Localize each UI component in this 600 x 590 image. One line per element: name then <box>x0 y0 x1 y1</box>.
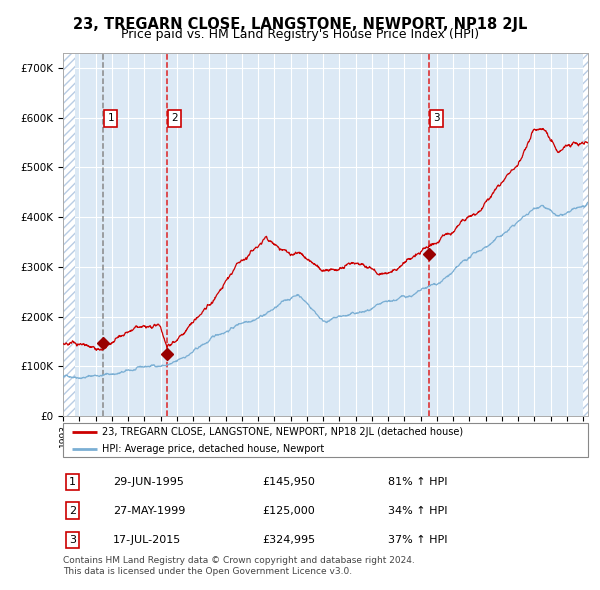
Text: 2: 2 <box>171 113 178 123</box>
Bar <box>583 53 588 416</box>
Text: £145,950: £145,950 <box>263 477 316 487</box>
Text: 1: 1 <box>107 113 114 123</box>
Text: HPI: Average price, detached house, Newport: HPI: Average price, detached house, Newp… <box>103 444 325 454</box>
Bar <box>63 53 75 416</box>
Text: £125,000: £125,000 <box>263 506 315 516</box>
Text: 1: 1 <box>69 477 76 487</box>
Text: 34% ↑ HPI: 34% ↑ HPI <box>389 506 448 516</box>
Text: 23, TREGARN CLOSE, LANGSTONE, NEWPORT, NP18 2JL (detached house): 23, TREGARN CLOSE, LANGSTONE, NEWPORT, N… <box>103 427 464 437</box>
Text: 23, TREGARN CLOSE, LANGSTONE, NEWPORT, NP18 2JL: 23, TREGARN CLOSE, LANGSTONE, NEWPORT, N… <box>73 17 527 31</box>
Text: 29-JUN-1995: 29-JUN-1995 <box>113 477 184 487</box>
FancyBboxPatch shape <box>63 423 588 457</box>
Text: £324,995: £324,995 <box>263 535 316 545</box>
Text: 17-JUL-2015: 17-JUL-2015 <box>113 535 181 545</box>
Text: Price paid vs. HM Land Registry's House Price Index (HPI): Price paid vs. HM Land Registry's House … <box>121 28 479 41</box>
Text: Contains HM Land Registry data © Crown copyright and database right 2024.
This d: Contains HM Land Registry data © Crown c… <box>63 556 415 576</box>
Text: 27-MAY-1999: 27-MAY-1999 <box>113 506 185 516</box>
Text: 3: 3 <box>433 113 440 123</box>
Text: 2: 2 <box>69 506 76 516</box>
Bar <box>63 53 75 416</box>
Text: 37% ↑ HPI: 37% ↑ HPI <box>389 535 448 545</box>
Text: 81% ↑ HPI: 81% ↑ HPI <box>389 477 448 487</box>
Bar <box>583 53 588 416</box>
Text: 3: 3 <box>69 535 76 545</box>
